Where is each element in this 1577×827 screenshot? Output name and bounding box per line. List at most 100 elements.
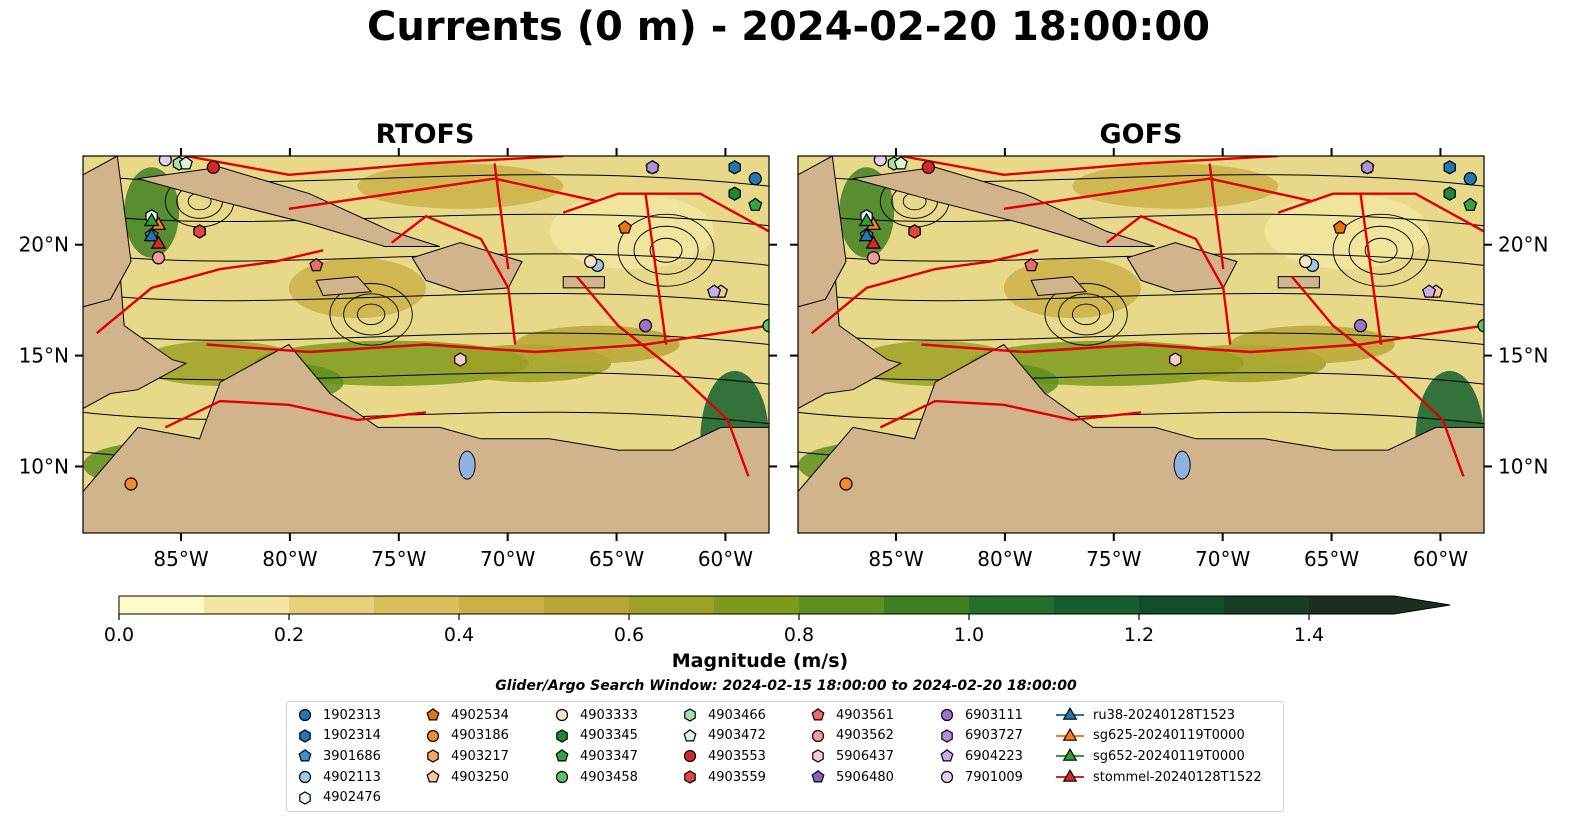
- map-marker-4903347: [1463, 197, 1478, 211]
- legend-marker-icon: [811, 729, 825, 742]
- map-marker-4903553: [206, 160, 220, 174]
- legend-item: 4903466: [680, 705, 766, 726]
- map-marker-1902314: [728, 160, 741, 175]
- legend-symbol: [812, 749, 824, 764]
- colorbar-tick-label: 0.2: [274, 624, 304, 646]
- legend-item: 4903561: [808, 705, 894, 726]
- legend-item: 4903562: [808, 726, 894, 747]
- legend-label: 6904223: [965, 748, 1023, 764]
- legend-item: sg652-20240119T0000: [1055, 746, 1262, 767]
- legend-column: 4903333 4903345 4903347 4903458: [552, 705, 638, 787]
- legend-marker-icon: [298, 770, 312, 784]
- legend-label: 4903559: [708, 769, 766, 785]
- colorbar-bin: [459, 596, 545, 614]
- legend-marker-icon: [941, 729, 953, 743]
- map-marker-4903186: [839, 477, 853, 491]
- legend-marker-icon: [556, 729, 568, 743]
- legend-marker-icon: [555, 709, 569, 722]
- colorbar-tick-label: 1.4: [1294, 624, 1324, 646]
- legend-triangle: [1062, 769, 1078, 782]
- map-marker-4903333: [584, 254, 598, 269]
- map-frame-gofs: [797, 155, 1485, 534]
- legend-symbol: [941, 729, 953, 743]
- colorbar-bin: [969, 596, 1055, 614]
- legend-label: 4902534: [451, 707, 509, 723]
- legend-symbol: [298, 770, 312, 784]
- legend-marker-icon: [684, 708, 696, 722]
- legend-item: 1902313: [295, 705, 381, 726]
- y-tick-label: 20°N: [1498, 233, 1548, 257]
- x-tick-label: 65°W: [589, 547, 644, 571]
- map-marker-4903347: [748, 197, 763, 211]
- map-marker-stommel-20240128T1522: [865, 235, 882, 249]
- colorbar-tick-label: 1.2: [1124, 624, 1154, 646]
- map-marker-4903458: [1477, 319, 1484, 333]
- legend-symbol: [811, 708, 825, 721]
- legend-symbol: [426, 770, 440, 783]
- x-tick-label: 70°W: [1195, 547, 1250, 571]
- legend-item: 1902314: [295, 726, 381, 747]
- legend-symbol: [298, 709, 312, 722]
- y-tick-label: 10°N: [19, 454, 69, 478]
- legend-symbol: [298, 749, 312, 762]
- colorbar-bin: [714, 596, 800, 614]
- legend-column: 1902313 1902314 3901686 4902113 4902476: [295, 705, 381, 808]
- colorbar-label: Magnitude (m/s): [671, 650, 849, 672]
- legend-item: 4903559: [680, 767, 766, 788]
- map-marker-6903111: [1353, 319, 1368, 333]
- legend-symbol: [555, 709, 569, 722]
- map-marker-sg652-20240119T0000: [143, 212, 160, 227]
- legend-label: 4903345: [580, 728, 638, 744]
- legend-symbol: [684, 708, 696, 722]
- y-tick-label: 15°N: [1498, 344, 1548, 368]
- legend-label: 1902313: [323, 707, 381, 723]
- legend-symbol: [426, 729, 440, 742]
- legend-item: 4902534: [423, 705, 509, 726]
- x-tick-label: 80°W: [262, 547, 317, 571]
- legend-label: 1902314: [323, 728, 381, 744]
- colorbar-bin: [544, 596, 630, 614]
- legend-item: 5906480: [808, 767, 894, 788]
- legend-label: 4903553: [708, 748, 766, 764]
- map-marker-5906437: [454, 352, 467, 367]
- map-marker-7901009: [873, 156, 887, 167]
- legend-label: 7901009: [965, 769, 1023, 785]
- legend-item: 3901686: [295, 746, 381, 767]
- legend: 1902313 1902314 3901686 4902113 4902476 49025…: [286, 701, 1284, 812]
- legend-marker-icon: [299, 729, 311, 743]
- legend-item: 4903333: [552, 705, 638, 726]
- map-marker-4903561: [309, 257, 324, 272]
- legend-item: 6903111: [937, 705, 1023, 726]
- map-marker-4903472: [893, 156, 908, 170]
- legend-marker-icon: [555, 749, 569, 762]
- legend-item: sg625-20240119T0000: [1055, 726, 1262, 747]
- colorbar-tick-label: 0.8: [784, 624, 814, 646]
- legend-symbol: [299, 790, 311, 805]
- legend-marker-icon: [1056, 727, 1084, 741]
- legend-symbol: [556, 729, 568, 743]
- legend-label: sg625-20240119T0000: [1093, 728, 1245, 744]
- map-marker-4902534: [1332, 220, 1347, 234]
- legend-item: 4903217: [423, 746, 509, 767]
- map-marker-1902313: [748, 172, 762, 186]
- legend-label: sg652-20240119T0000: [1093, 748, 1245, 764]
- map-marker-4902534: [617, 220, 632, 234]
- legend-symbol: [811, 770, 825, 783]
- map-marker-6904223: [707, 284, 722, 298]
- map-marker-4903562: [866, 251, 881, 265]
- map-gofs: [798, 156, 1484, 533]
- legend-item: 6904223: [937, 746, 1023, 767]
- legend-symbol: [555, 770, 569, 784]
- legend-marker-icon: [683, 729, 697, 742]
- figure-title: Currents (0 m) - 2024-02-20 18:00:00: [367, 4, 1210, 50]
- legend-triangle: [1062, 707, 1078, 721]
- colorbar-bin: [799, 596, 885, 614]
- colorbar-bin: [119, 596, 205, 614]
- map-marker-ru38-20240128T1523: [858, 227, 875, 242]
- legend-symbol: [427, 749, 439, 764]
- map-marker-6903727: [646, 160, 659, 175]
- legend-item: 4903347: [552, 746, 638, 767]
- map-marker-4903458: [762, 319, 769, 333]
- legend-marker-icon: [811, 708, 825, 721]
- legend-item: 4903186: [423, 726, 509, 747]
